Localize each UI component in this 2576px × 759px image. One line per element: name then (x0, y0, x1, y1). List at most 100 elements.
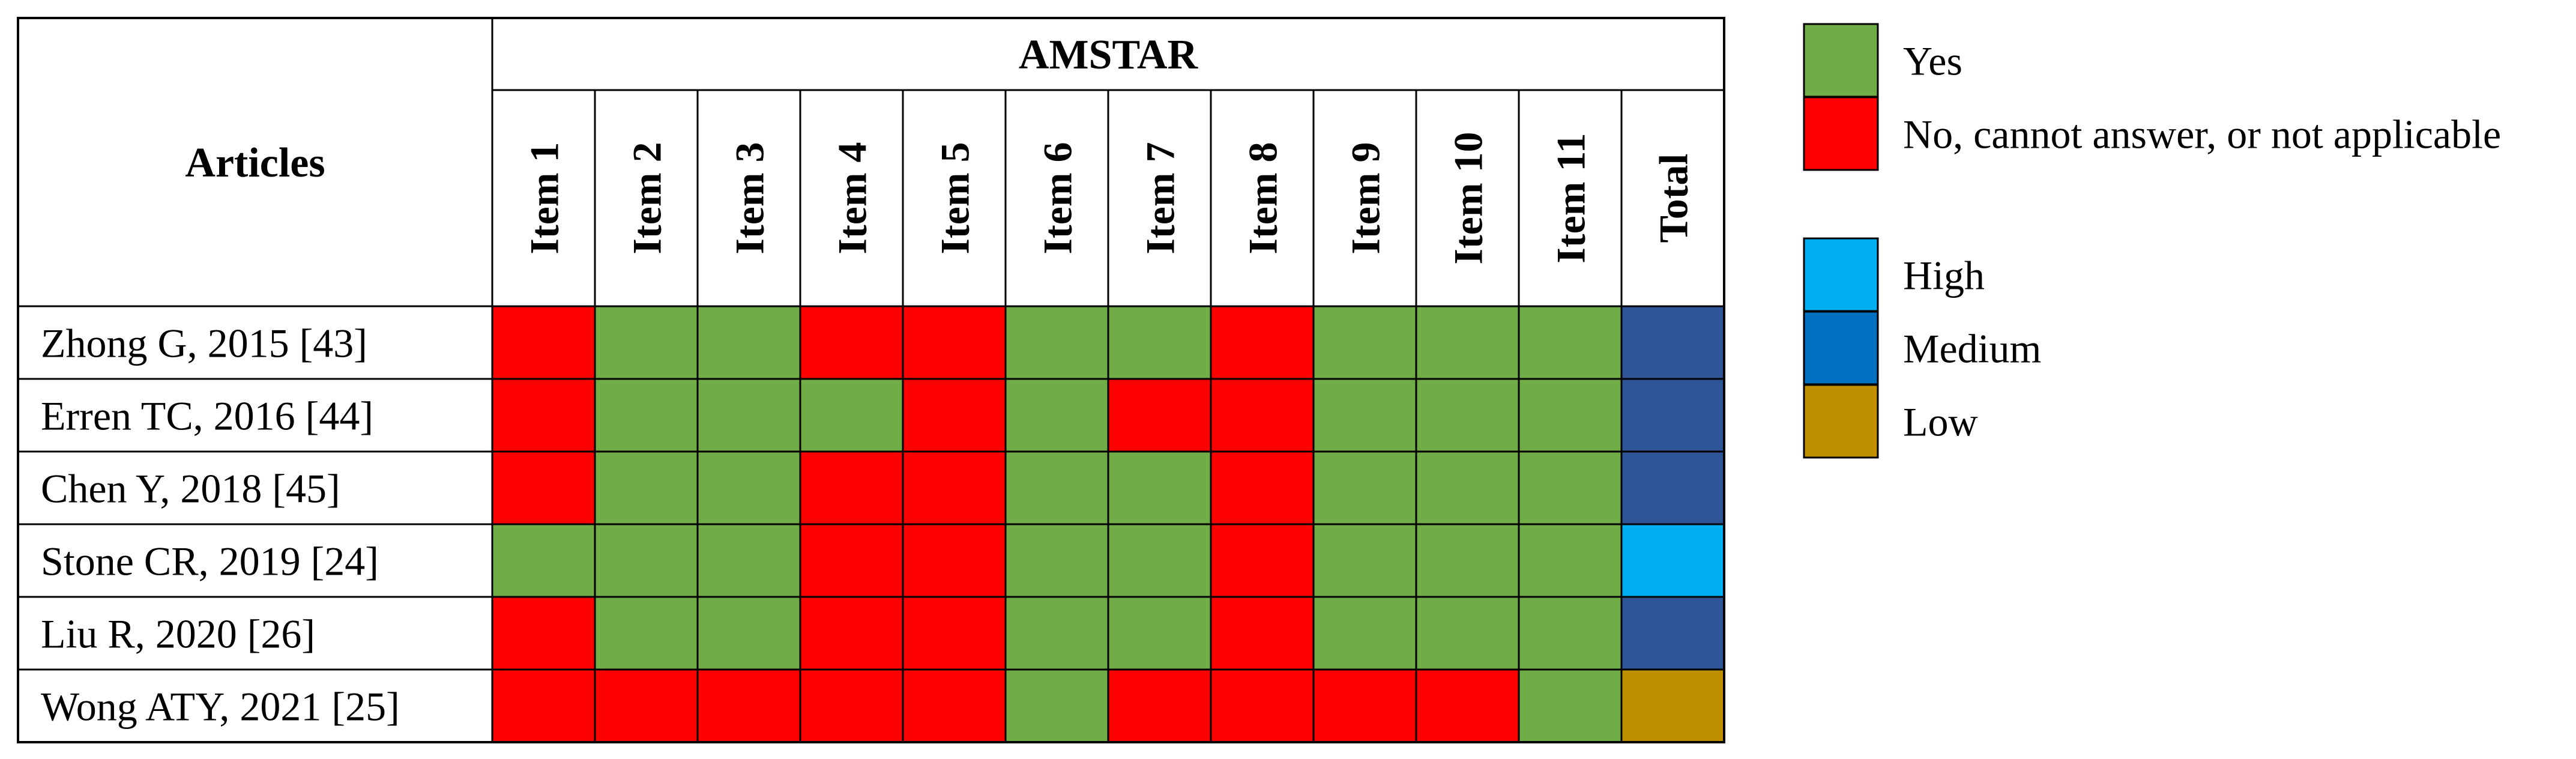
cell-5-item-1 (491, 596, 596, 671)
cell-5-item-11 (1518, 596, 1623, 671)
article-label: Stone CR, 2019 [24] (41, 539, 379, 584)
cell-1-item-2 (594, 305, 699, 380)
cell-5-item-2 (594, 596, 699, 671)
cell-2-item-8 (1210, 378, 1315, 453)
column-header-cell-12 (1620, 89, 1725, 307)
heatmap-grid: Zhong G, 2015 [43] Erren TC, 2016 [44] Che… (17, 17, 1725, 743)
column-header-label: Item 11 (1548, 133, 1594, 263)
cell-5-total (1620, 596, 1725, 671)
cell-1-item-1 (491, 305, 596, 380)
column-header-cell-9 (1312, 89, 1417, 307)
article-cell-4 (17, 523, 493, 598)
cell-6-item-8 (1210, 668, 1315, 743)
cell-6-item-7 (1107, 668, 1212, 743)
cell-4-item-1 (491, 523, 596, 598)
cell-2-item-3 (696, 378, 801, 453)
legend-swatch-low (1803, 384, 1879, 459)
cell-3-item-1 (491, 450, 596, 525)
article-cell-2 (17, 378, 493, 453)
cell-3-item-3 (696, 450, 801, 525)
cell-3-item-8 (1210, 450, 1315, 525)
cell-3-total (1620, 450, 1725, 525)
cell-3-item-9 (1312, 450, 1417, 525)
cell-5-item-8 (1210, 596, 1315, 671)
column-header-label: Total (1651, 154, 1697, 243)
cell-6-item-11 (1518, 668, 1623, 743)
cell-6-total (1620, 668, 1725, 743)
amstar-header: AMSTAR (1019, 32, 1199, 78)
cell-3-item-7 (1107, 450, 1212, 525)
cell-5-item-7 (1107, 596, 1212, 671)
cell-5-item-10 (1415, 596, 1520, 671)
column-header-label: Item 8 (1240, 142, 1286, 255)
column-header-label: Item 6 (1035, 142, 1081, 255)
cell-1-total (1620, 305, 1725, 380)
column-header-cell-2 (594, 89, 699, 307)
cell-2-item-1 (491, 378, 596, 453)
cell-6-item-10 (1415, 668, 1520, 743)
legend-label-high: High (1903, 253, 1985, 298)
column-header-cell-1 (491, 89, 596, 307)
cell-6-item-6 (1004, 668, 1109, 743)
cell-4-item-10 (1415, 523, 1520, 598)
cell-3-item-5 (902, 450, 1007, 525)
cell-4-item-8 (1210, 523, 1315, 598)
cell-4-item-6 (1004, 523, 1109, 598)
legend-swatch-no (1803, 96, 1879, 171)
cell-1-item-6 (1004, 305, 1109, 380)
article-cell-3 (17, 450, 493, 525)
cell-5-item-3 (696, 596, 801, 671)
cell-5-item-5 (902, 596, 1007, 671)
articles-header-cell (17, 17, 493, 307)
cell-1-item-4 (799, 305, 904, 380)
column-header-label: Item 1 (522, 142, 567, 255)
cell-4-item-4 (799, 523, 904, 598)
cell-2-item-7 (1107, 378, 1212, 453)
cell-1-item-3 (696, 305, 801, 380)
legend-label-no: No, cannot answer, or not applicable (1903, 112, 2501, 157)
cell-1-item-10 (1415, 305, 1520, 380)
cell-4-item-7 (1107, 523, 1212, 598)
cell-6-item-2 (594, 668, 699, 743)
cell-5-item-6 (1004, 596, 1109, 671)
cell-3-item-6 (1004, 450, 1109, 525)
table-border (17, 17, 1725, 743)
cell-2-item-11 (1518, 378, 1623, 453)
cell-6-item-4 (799, 668, 904, 743)
cell-6-item-3 (696, 668, 801, 743)
column-header-cell-8 (1210, 89, 1315, 307)
cell-3-item-2 (594, 450, 699, 525)
column-header-cell-5 (902, 89, 1007, 307)
article-label: Zhong G, 2015 [43] (41, 321, 367, 366)
article-label: Erren TC, 2016 [44] (41, 393, 373, 439)
legend-label-low: Low (1903, 399, 1978, 445)
cell-1-item-7 (1107, 305, 1212, 380)
cell-1-item-5 (902, 305, 1007, 380)
cell-2-total (1620, 378, 1725, 453)
cell-2-item-5 (902, 378, 1007, 453)
cell-4-item-2 (594, 523, 699, 598)
cell-1-item-8 (1210, 305, 1315, 380)
cell-3-item-11 (1518, 450, 1623, 525)
column-header-label: Item 10 (1446, 132, 1491, 265)
cell-2-item-2 (594, 378, 699, 453)
cell-6-item-9 (1312, 668, 1417, 743)
cell-4-item-9 (1312, 523, 1417, 598)
column-header-label: Item 2 (624, 142, 670, 255)
cell-2-item-6 (1004, 378, 1109, 453)
article-label: Wong ATY, 2021 [25] (41, 684, 400, 730)
legend: Yes No, cannot answer, or not applicable H… (1803, 23, 2501, 459)
column-header-label: Item 7 (1138, 142, 1183, 255)
cell-5-item-4 (799, 596, 904, 671)
column-header-cell-11 (1518, 89, 1623, 307)
amstar-header-cell (491, 17, 1725, 91)
column-header-cell-10 (1415, 89, 1520, 307)
column-header-label: Item 3 (727, 142, 773, 255)
cell-3-item-4 (799, 450, 904, 525)
legend-swatch-yes (1803, 23, 1879, 98)
cell-4-item-5 (902, 523, 1007, 598)
cell-6-item-1 (491, 668, 596, 743)
cell-2-item-9 (1312, 378, 1417, 453)
cell-4-total (1620, 523, 1725, 598)
cell-2-item-4 (799, 378, 904, 453)
